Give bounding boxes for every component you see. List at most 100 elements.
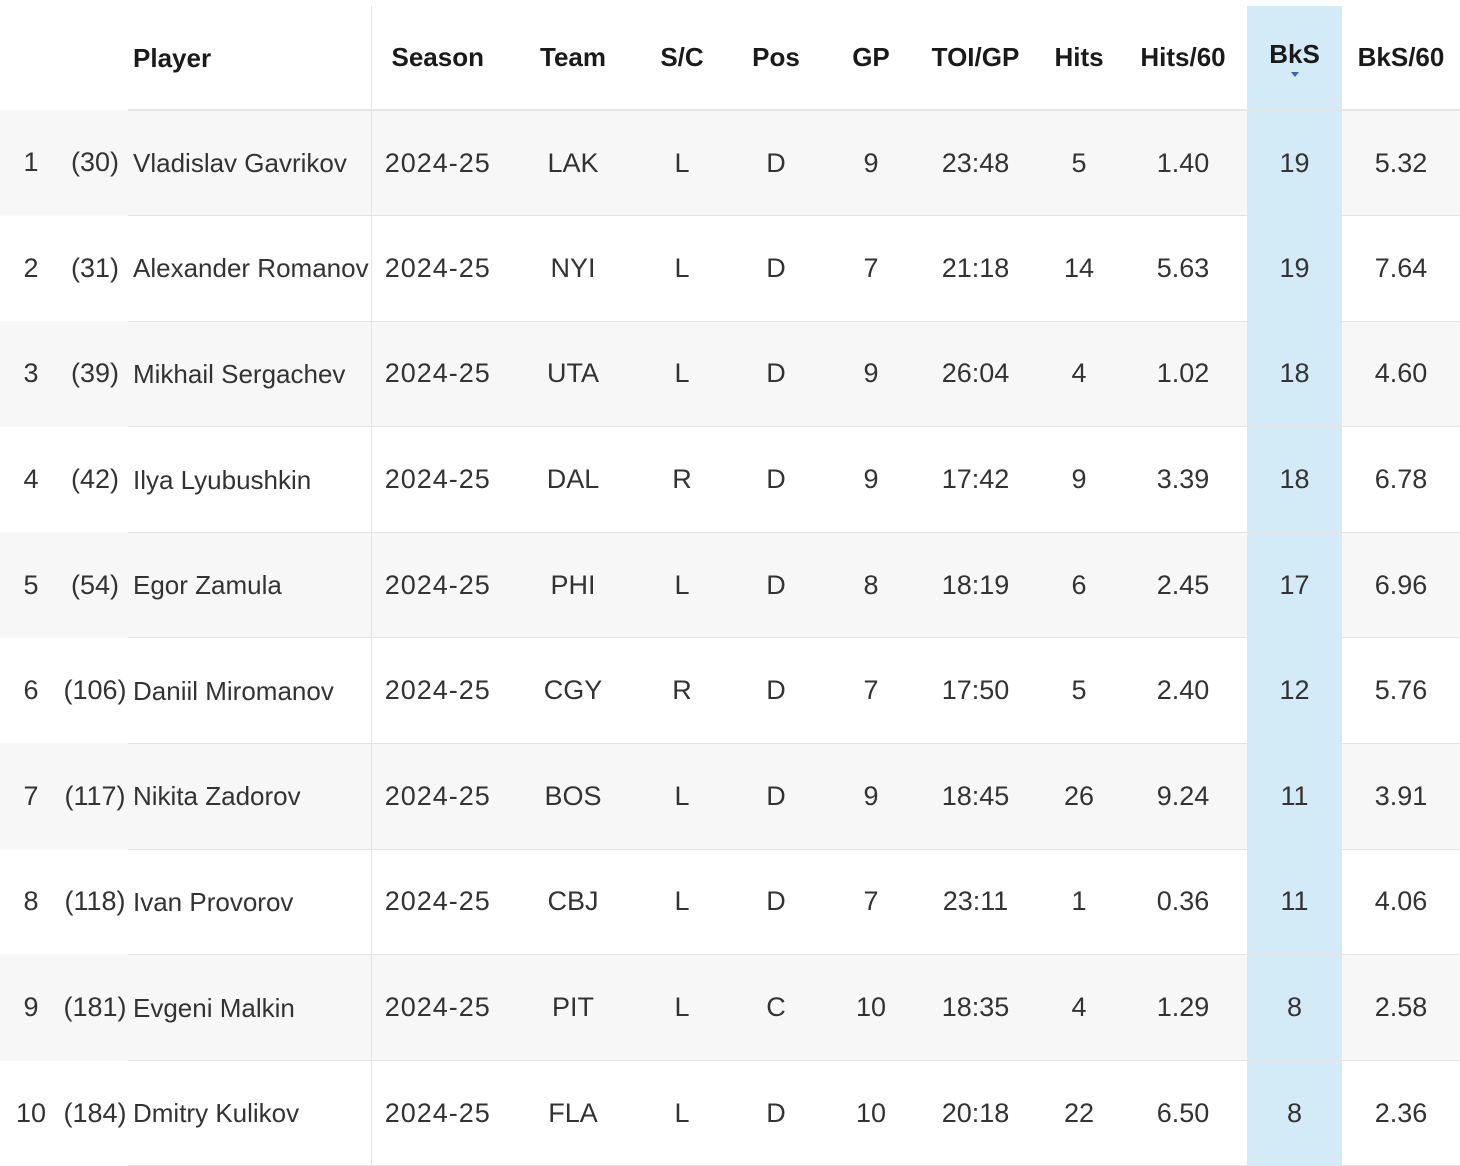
toi-cell: 20:18 <box>912 1060 1039 1166</box>
bks-cell: 11 <box>1247 743 1342 850</box>
season-cell: 2024-25 <box>371 1060 504 1166</box>
season-cell: 2024-25 <box>371 849 504 956</box>
gp-cell: 9 <box>830 321 912 428</box>
season-cell: 2024-25 <box>371 110 504 217</box>
shoots-cell: L <box>642 110 722 217</box>
shoots-cell: L <box>642 954 722 1061</box>
hits-cell: 6 <box>1039 532 1119 639</box>
position-cell: D <box>722 637 830 745</box>
rank-cell: 4 <box>0 426 62 533</box>
toi-cell: 17:50 <box>912 637 1039 745</box>
season-cell: 2024-25 <box>371 637 504 745</box>
hits60-cell: 1.29 <box>1119 954 1247 1061</box>
header-bks-label: BkS <box>1269 38 1320 69</box>
header-player[interactable]: Player <box>128 6 372 111</box>
team-cell: FLA <box>504 1060 642 1166</box>
toi-cell: 23:11 <box>912 849 1039 956</box>
toi-cell: 26:04 <box>912 321 1039 428</box>
hits60-cell: 1.40 <box>1119 110 1247 217</box>
player-name-link[interactable]: Evgeni Malkin <box>128 954 372 1061</box>
header-sc-label: S/C <box>660 42 704 72</box>
bks60-cell: 5.32 <box>1342 110 1460 217</box>
rank-cell: 8 <box>0 849 62 956</box>
shoots-cell: R <box>642 637 722 745</box>
team-cell: UTA <box>504 321 642 428</box>
player-name-link[interactable]: Alexander Romanov <box>128 215 372 322</box>
hits60-cell: 5.63 <box>1119 215 1247 322</box>
position-cell: D <box>722 321 830 428</box>
toi-cell: 23:48 <box>912 110 1039 217</box>
header-hits-per-60[interactable]: Hits/60 <box>1119 6 1247 111</box>
hits-cell: 5 <box>1039 637 1119 745</box>
toi-cell: 18:45 <box>912 743 1039 850</box>
bks-cell: 19 <box>1247 215 1342 322</box>
bks60-cell: 4.60 <box>1342 321 1460 428</box>
position-cell: D <box>722 110 830 217</box>
team-cell: PIT <box>504 954 642 1061</box>
prev-rank-cell: (54) <box>62 532 128 639</box>
header-hits60-label: Hits/60 <box>1140 42 1226 72</box>
header-blocked-shots-per-60[interactable]: BkS/60 <box>1342 6 1460 111</box>
bks60-cell: 2.36 <box>1342 1060 1460 1166</box>
player-name-link[interactable]: Egor Zamula <box>128 532 372 639</box>
player-name-link[interactable]: Daniil Miromanov <box>128 637 372 745</box>
header-toi-per-gp[interactable]: TOI/GP <box>912 6 1039 111</box>
hits-cell: 26 <box>1039 743 1119 850</box>
header-blocked-shots[interactable]: BkS <box>1247 6 1342 111</box>
table-row: 2 (31) Alexander Romanov 2024-25 NYI L D… <box>0 215 1460 322</box>
hits60-cell: 6.50 <box>1119 1060 1247 1166</box>
header-games-played[interactable]: GP <box>830 6 912 111</box>
bks60-cell: 6.96 <box>1342 532 1460 639</box>
bks-cell: 17 <box>1247 532 1342 639</box>
hits60-cell: 1.02 <box>1119 321 1247 428</box>
gp-cell: 10 <box>830 1060 912 1166</box>
bks60-cell: 4.06 <box>1342 849 1460 956</box>
header-hits[interactable]: Hits <box>1039 6 1119 111</box>
player-stats-table: Player Season Team S/C Pos GP TOI/GP Hit… <box>0 6 1460 1166</box>
header-toi-label: TOI/GP <box>931 42 1020 72</box>
toi-cell: 21:18 <box>912 215 1039 322</box>
hits-cell: 4 <box>1039 321 1119 428</box>
team-cell: PHI <box>504 532 642 639</box>
header-pos-label: Pos <box>752 42 800 72</box>
bks-cell: 18 <box>1247 321 1342 428</box>
prev-rank-cell: (181) <box>62 954 128 1061</box>
hits-cell: 22 <box>1039 1060 1119 1166</box>
header-position[interactable]: Pos <box>722 6 830 111</box>
table-row: 3 (39) Mikhail Sergachev 2024-25 UTA L D… <box>0 321 1460 428</box>
header-gp-label: GP <box>852 42 890 72</box>
season-cell: 2024-25 <box>371 321 504 428</box>
player-name-link[interactable]: Vladislav Gavrikov <box>128 110 372 217</box>
rank-cell: 9 <box>0 954 62 1061</box>
shoots-cell: L <box>642 532 722 639</box>
team-cell: CBJ <box>504 849 642 956</box>
rank-cell: 5 <box>0 532 62 639</box>
bks60-cell: 6.78 <box>1342 426 1460 533</box>
header-season[interactable]: Season <box>371 6 504 111</box>
position-cell: D <box>722 743 830 850</box>
player-name-link[interactable]: Mikhail Sergachev <box>128 321 372 428</box>
bks-cell: 8 <box>1247 1060 1342 1166</box>
position-cell: D <box>722 532 830 639</box>
table-row: 9 (181) Evgeni Malkin 2024-25 PIT L C 10… <box>0 954 1460 1061</box>
table-row: 4 (42) Ilya Lyubushkin 2024-25 DAL R D 9… <box>0 426 1460 533</box>
player-name-link[interactable]: Ivan Provorov <box>128 849 372 956</box>
position-cell: C <box>722 954 830 1061</box>
hits60-cell: 0.36 <box>1119 849 1247 956</box>
season-cell: 2024-25 <box>371 532 504 639</box>
bks60-cell: 2.58 <box>1342 954 1460 1061</box>
player-name-link[interactable]: Ilya Lyubushkin <box>128 426 372 533</box>
shoots-cell: L <box>642 215 722 322</box>
header-shoots-catches[interactable]: S/C <box>642 6 722 111</box>
gp-cell: 8 <box>830 532 912 639</box>
player-name-link[interactable]: Nikita Zadorov <box>128 743 372 850</box>
team-cell: NYI <box>504 215 642 322</box>
hits-cell: 1 <box>1039 849 1119 956</box>
prev-rank-cell: (184) <box>62 1060 128 1166</box>
header-team[interactable]: Team <box>504 6 642 111</box>
player-name-link[interactable]: Dmitry Kulikov <box>128 1060 372 1166</box>
header-rank <box>0 6 62 110</box>
gp-cell: 9 <box>830 426 912 533</box>
header-season-label: Season <box>391 42 485 72</box>
hits-cell: 9 <box>1039 426 1119 533</box>
